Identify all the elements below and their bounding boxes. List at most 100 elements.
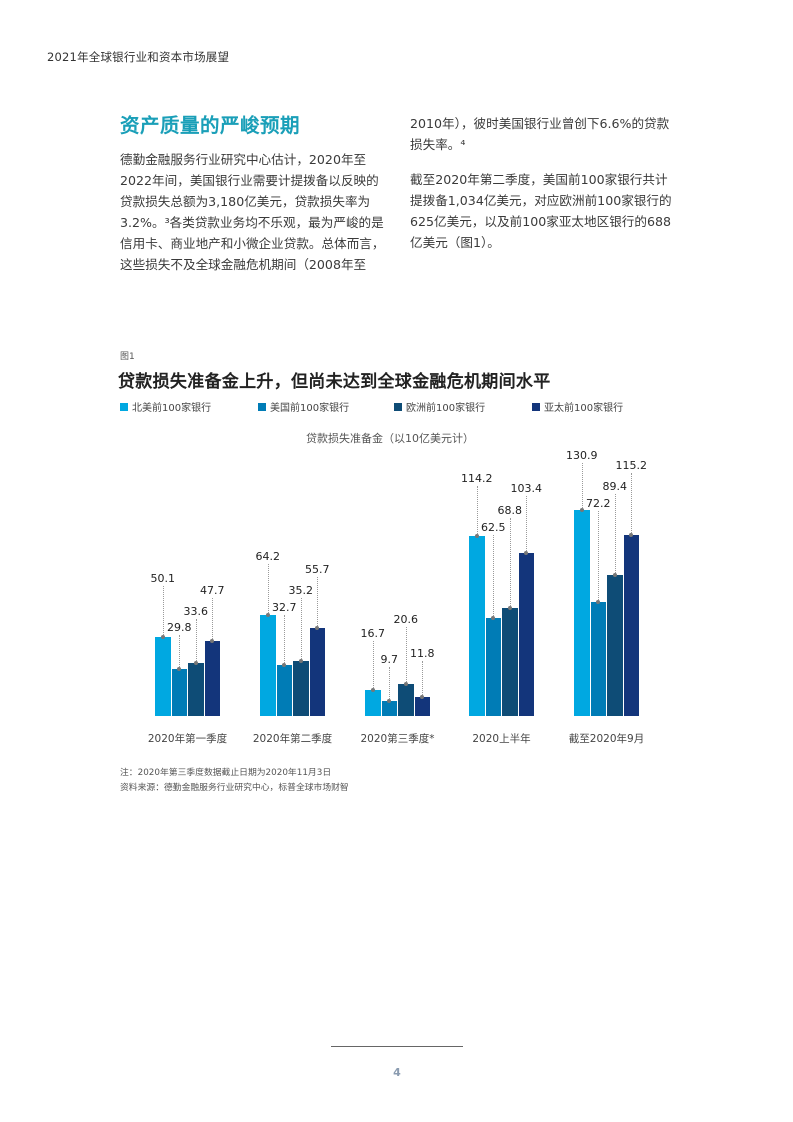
value-marker-icon (177, 667, 182, 672)
value-marker-icon (420, 695, 425, 700)
value-marker-icon (193, 661, 198, 666)
paragraph-line: 截至2020年第二季度，美国前100家银行共计 (410, 172, 668, 187)
chart-bar (171, 669, 187, 716)
legend-label: 亚太前100家银行 (544, 403, 624, 414)
legend-swatch-icon (120, 402, 128, 411)
legend-swatch-icon (532, 402, 540, 411)
paragraph-line: 625亿美元，以及前100家亚太地区银行的688 (410, 214, 672, 229)
paragraph-line: 提拨备1,034亿美元，对应欧洲前100家银行的 (410, 193, 672, 208)
leader-line (614, 494, 616, 576)
leader-line (195, 619, 197, 664)
data-label: 16.7 (360, 626, 386, 640)
x-axis-category-label: 2020第三季度* (360, 733, 435, 745)
paragraph-line: 损失率。⁴ (410, 137, 466, 152)
chart-bar (155, 637, 171, 716)
data-label: 33.6 (183, 604, 209, 618)
chart-bar (485, 617, 501, 716)
value-marker-icon (370, 687, 375, 692)
chart-bar (398, 683, 414, 716)
x-axis-category-label: 2020年第二季度 (252, 733, 333, 745)
chart-source: 资料来源：德勤金融服务行业研究中心，标普全球市场财智 (120, 783, 349, 793)
data-label: 35.2 (288, 583, 314, 597)
value-marker-icon (210, 638, 215, 643)
leader-line (631, 473, 633, 535)
x-axis-category-label: 截至2020年9月 (568, 733, 645, 745)
data-label: 9.7 (380, 652, 399, 666)
chart-title: 贷款损失准备金上升，但尚未达到全球金融危机期间水平 (118, 372, 551, 392)
legend-label: 北美前100家银行 (132, 403, 212, 414)
paragraph-line: 2022年间，美国银行业需要计提拨备以反映的 (120, 173, 379, 188)
x-axis-category-label: 2020上半年 (472, 733, 531, 745)
chart-note: 注：2020年第三季度数据截止日期为2020年11月3日 (120, 768, 332, 778)
paragraph-line: 信用卡、商业地产和小微企业贷款。总体而言， (120, 236, 385, 251)
body-paragraph-right-continued: 2010年），彼时美国银行业曾创下6.6%的贷款 损失率。⁴ (410, 113, 680, 155)
leader-line (405, 627, 407, 684)
leader-line (509, 518, 511, 608)
chart-bar (590, 602, 606, 716)
chart-bar (381, 700, 397, 716)
chart-bar (260, 614, 276, 716)
legend-label: 美国前100家银行 (270, 403, 350, 414)
value-marker-icon (596, 600, 601, 605)
value-marker-icon (579, 507, 584, 512)
leader-line (476, 486, 478, 537)
data-label: 114.2 (461, 471, 493, 485)
chart-bar (502, 607, 518, 716)
legend-item: 美国前100家银行 (258, 399, 349, 414)
chart-axis-title: 贷款损失准备金（以10亿美元计） (306, 432, 474, 445)
paragraph-line: 德勤金融服务行业研究中心估计，2020年至 (120, 152, 367, 167)
legend-item: 北美前100家银行 (120, 399, 211, 414)
legend-swatch-icon (394, 402, 402, 411)
leader-line (372, 641, 374, 690)
value-marker-icon (403, 681, 408, 686)
value-marker-icon (474, 534, 479, 539)
value-marker-icon (387, 698, 392, 703)
leader-line (598, 511, 600, 603)
leader-line (493, 535, 495, 618)
chart-bar (293, 660, 309, 716)
data-label: 130.9 (566, 448, 598, 462)
leader-line (300, 598, 302, 661)
leader-line (179, 635, 181, 670)
data-label: 47.7 (200, 583, 225, 597)
legend-label: 欧洲前100家银行 (406, 403, 486, 414)
data-label: 68.8 (497, 503, 523, 517)
leader-line (526, 496, 528, 554)
paragraph-line: 贷款损失总额为3,180亿美元，贷款损失率为 (120, 194, 371, 209)
legend-item: 欧洲前100家银行 (394, 399, 485, 414)
chart-bar (188, 663, 204, 716)
data-label: 29.8 (167, 620, 192, 634)
value-marker-icon (265, 612, 270, 617)
legend-swatch-icon (258, 402, 266, 411)
value-marker-icon (612, 573, 617, 578)
chart-bar (276, 664, 292, 716)
data-label: 50.1 (150, 571, 176, 585)
x-axis-category-label: 2020年第一季度 (147, 733, 228, 745)
body-paragraph-right: 截至2020年第二季度，美国前100家银行共计 提拨备1,034亿美元，对应欧洲… (410, 169, 680, 253)
leader-line (422, 661, 424, 698)
chart-bar (204, 640, 220, 716)
footer-divider (331, 1046, 463, 1047)
data-label: 72.2 (586, 496, 611, 510)
data-label: 20.6 (393, 612, 419, 626)
data-label: 103.4 (510, 481, 543, 495)
paragraph-line: 这些损失不及全球金融危机期间（2008年至 (120, 257, 367, 272)
leader-line (267, 564, 269, 615)
document-running-title: 2021年全球银行业和资本市场展望 (47, 50, 230, 64)
data-label: 64.2 (255, 549, 281, 563)
chart-bar (309, 628, 325, 716)
data-label: 89.4 (602, 479, 628, 493)
data-label: 62.5 (481, 520, 506, 534)
leader-line (284, 615, 286, 665)
data-label: 11.8 (410, 646, 435, 660)
value-marker-icon (491, 615, 496, 620)
section-title: 资产质量的严峻预期 (120, 114, 301, 137)
paragraph-line: 3.2%。³各类贷款业务均不乐观，最为严峻的是 (120, 215, 384, 230)
leader-line (581, 463, 583, 510)
leader-line (389, 667, 391, 701)
data-label: 115.2 (615, 458, 648, 472)
data-label: 32.7 (272, 600, 297, 614)
chart-bar (574, 509, 590, 716)
body-paragraph-left: 德勤金融服务行业研究中心估计，2020年至 2022年间，美国银行业需要计提拨备… (120, 149, 390, 275)
value-marker-icon (524, 551, 529, 556)
